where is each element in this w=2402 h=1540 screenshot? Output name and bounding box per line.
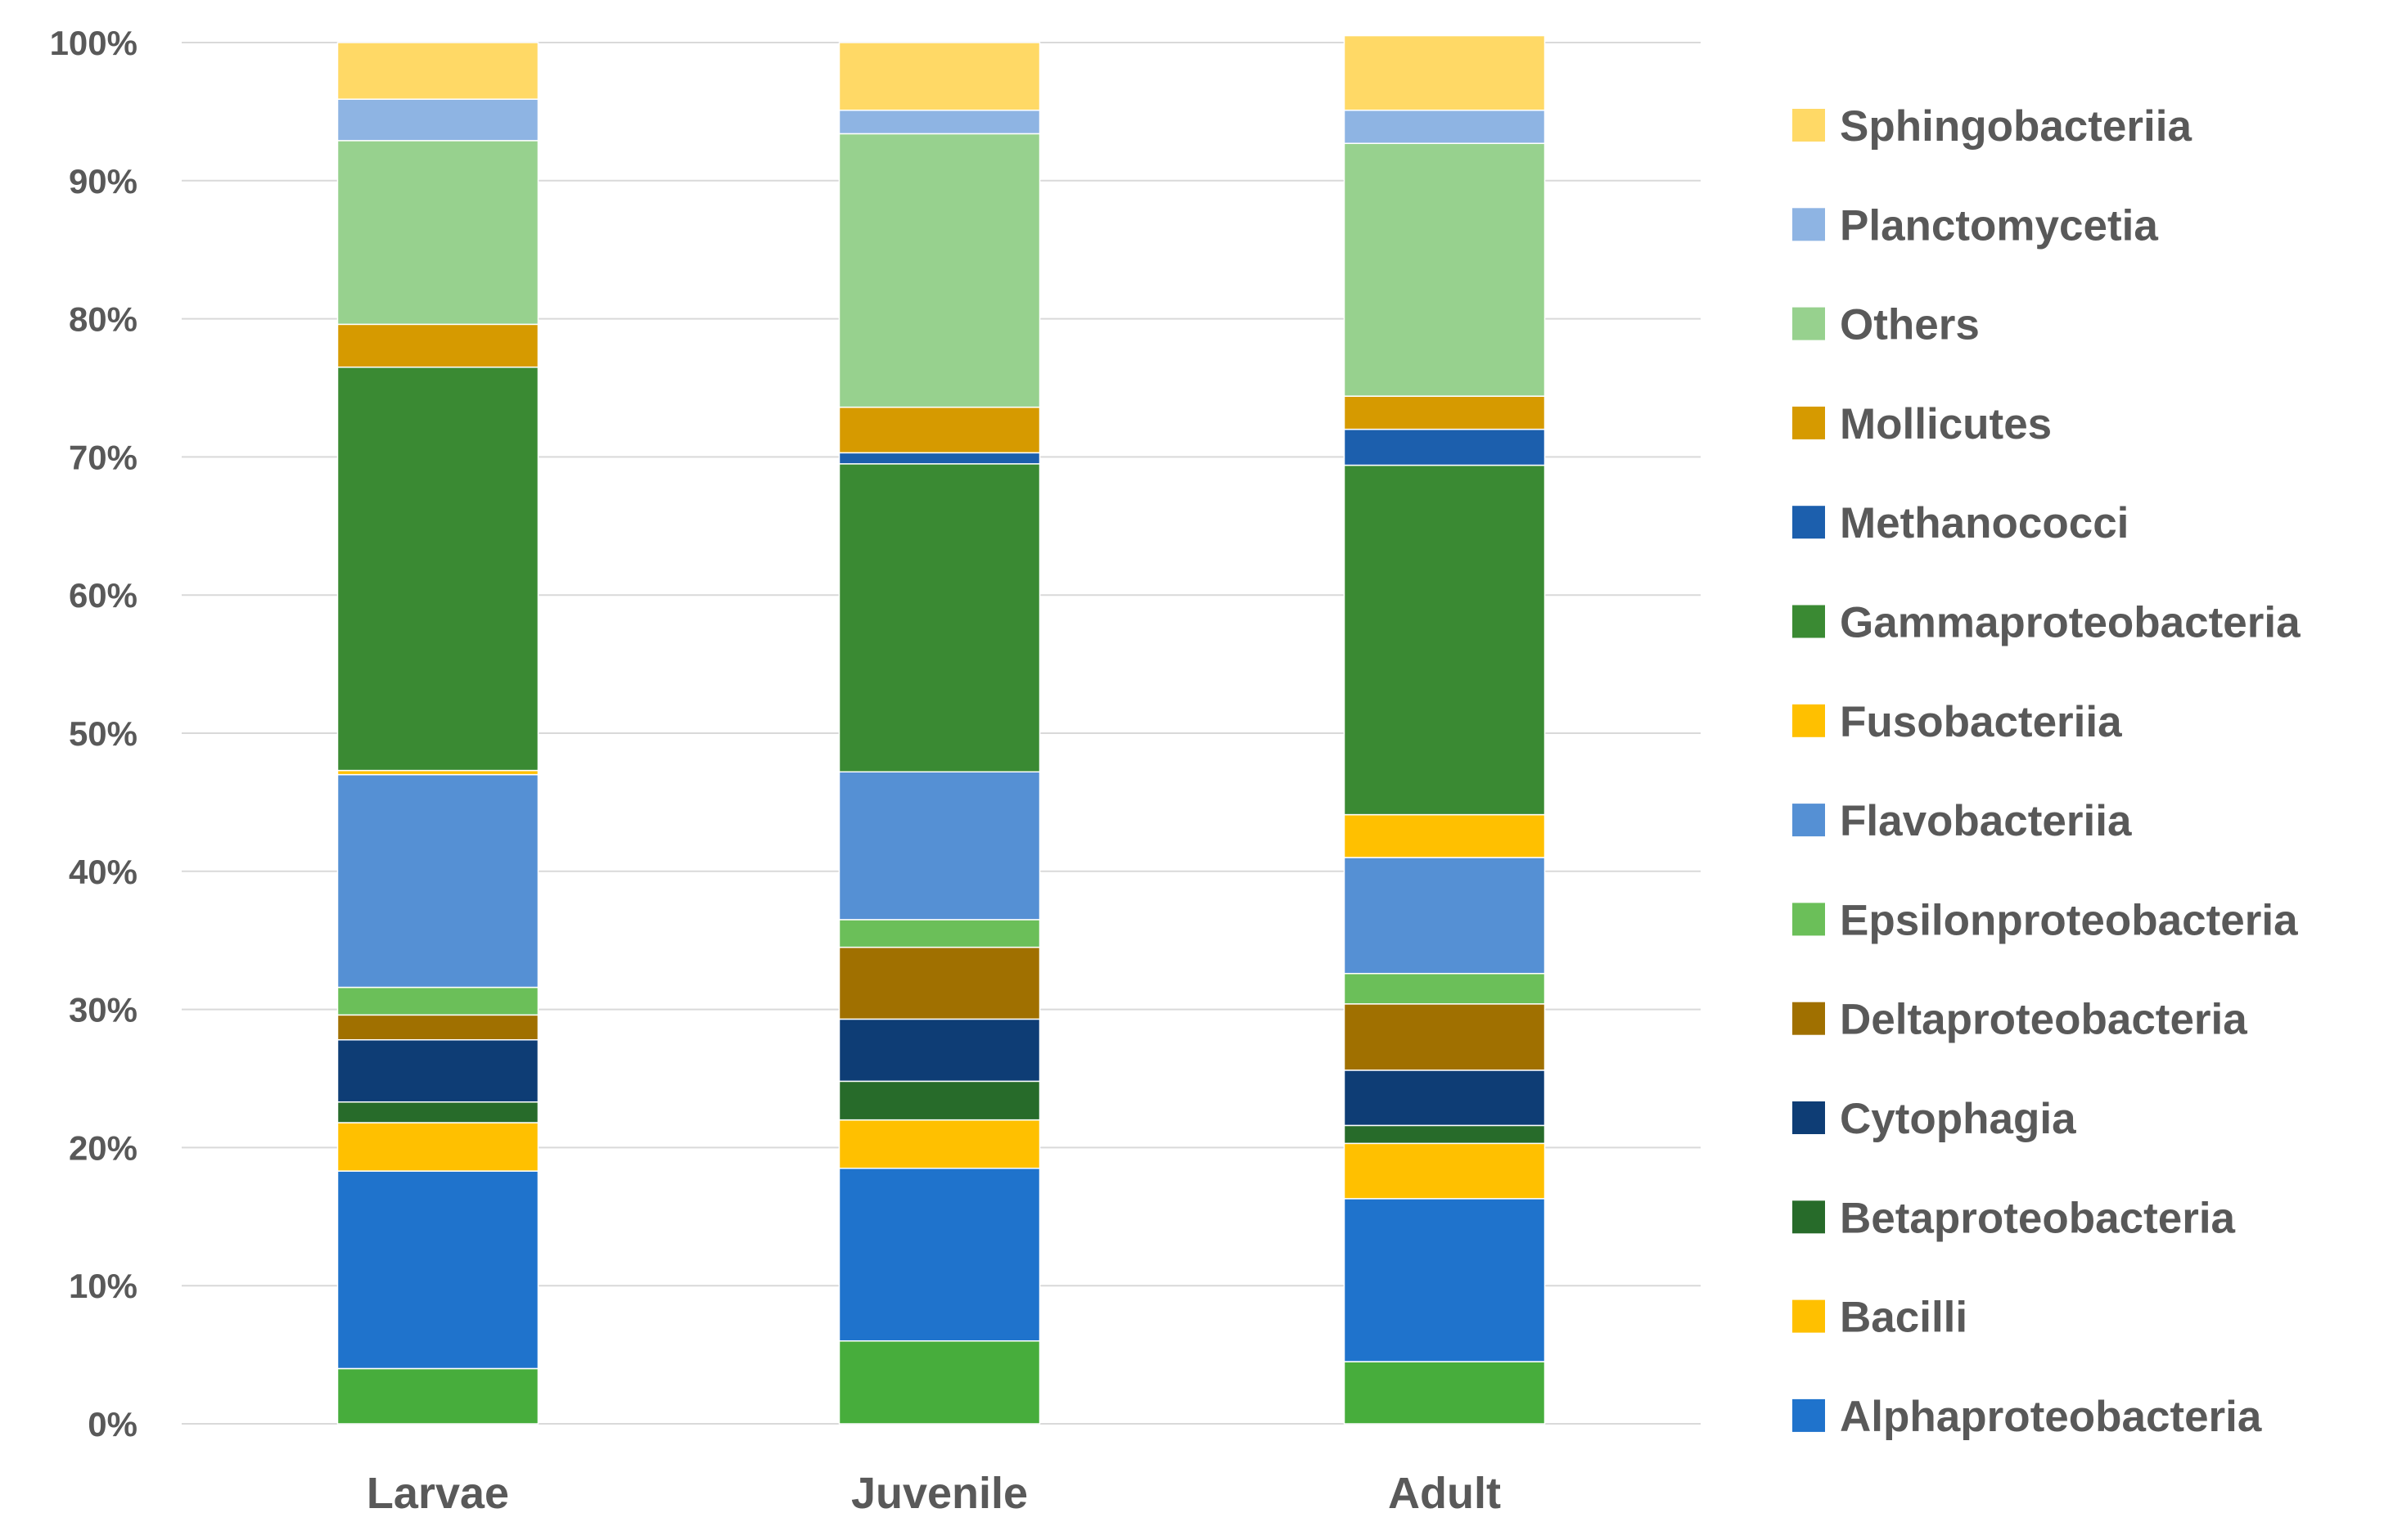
bar-segment xyxy=(336,1122,539,1172)
legend-label: Fusobacteriia xyxy=(1840,698,2122,746)
bar-segment xyxy=(336,1038,539,1103)
bar-segment xyxy=(1343,1198,1546,1362)
legend-swatch xyxy=(1792,406,1825,439)
bar-segment xyxy=(838,109,1041,135)
bar-segment xyxy=(336,986,539,1016)
bar-segment xyxy=(838,1340,1041,1425)
y-axis-tick-labels: 0% 10% 20% 30% 40% 50% 60% 70% 80% 90% 100% xyxy=(50,24,137,1443)
legend-swatch xyxy=(1792,208,1825,241)
legend: Sphingobacteriia Planctomycetia Others Moll… xyxy=(1792,102,2301,1441)
y-tick-label: 40% xyxy=(69,853,137,891)
bar-segment xyxy=(838,1119,1041,1169)
y-tick-label: 0% xyxy=(88,1405,137,1443)
legend-label: Mollicutes xyxy=(1840,400,2052,448)
y-tick-label: 80% xyxy=(69,300,137,339)
bar-segment xyxy=(336,769,539,776)
x-category-label: Adult xyxy=(1388,1469,1501,1518)
legend-label: Flavobacteriia xyxy=(1840,797,2132,845)
legend-swatch xyxy=(1792,704,1825,737)
bars xyxy=(336,34,1546,1425)
y-tick-label: 60% xyxy=(69,576,137,615)
bar-segment xyxy=(1343,1142,1546,1200)
bar-segment xyxy=(838,463,1041,773)
legend-swatch xyxy=(1792,1299,1825,1333)
legend-label: Gammaproteobacteria xyxy=(1840,599,2301,647)
legend-swatch xyxy=(1792,307,1825,340)
bar-segment xyxy=(838,133,1041,408)
legend-swatch xyxy=(1792,1101,1825,1134)
bar-segment xyxy=(1343,1124,1546,1145)
legend-label: Deltaproteobacteria xyxy=(1840,996,2247,1044)
y-tick-label: 100% xyxy=(50,24,137,62)
legend-swatch xyxy=(1792,1398,1825,1432)
bar-segment xyxy=(1343,428,1546,466)
bar-segment xyxy=(838,42,1041,111)
bar-segment xyxy=(336,98,539,142)
bar-segment xyxy=(336,366,539,772)
y-tick-label: 50% xyxy=(69,714,137,753)
legend-label: Planctomycetia xyxy=(1840,201,2158,250)
legend-label: Epsilonproteobacteria xyxy=(1840,896,2298,944)
bar-segment xyxy=(1343,395,1546,430)
legend-label: Others xyxy=(1840,301,1980,349)
bar-segment xyxy=(336,42,539,100)
bar-segment xyxy=(1343,972,1546,1005)
y-tick-label: 90% xyxy=(69,162,137,200)
y-tick-label: 10% xyxy=(69,1267,137,1305)
bar-segment xyxy=(336,323,539,368)
bar-segment xyxy=(838,1167,1041,1342)
bar-segment xyxy=(1343,34,1546,111)
legend-label: Sphingobacteriia xyxy=(1840,102,2192,151)
bar-segment xyxy=(336,1101,539,1123)
bar-segment xyxy=(838,1018,1041,1083)
bar-segment xyxy=(838,1080,1041,1121)
bar-segment xyxy=(1343,142,1546,397)
bar-segment xyxy=(838,919,1041,948)
x-axis-category-labels: Larvae Juvenile Adult xyxy=(367,1469,1501,1518)
legend-swatch xyxy=(1792,109,1825,142)
legend-swatch xyxy=(1792,1200,1825,1234)
bar-segment xyxy=(838,771,1041,921)
bar-segment xyxy=(336,1170,539,1370)
bar-segment xyxy=(336,140,539,326)
bar-segment xyxy=(336,1014,539,1041)
legend-swatch xyxy=(1792,506,1825,539)
legend-label: Cytophagia xyxy=(1840,1095,2076,1143)
legend-swatch xyxy=(1792,1002,1825,1035)
bar-segment xyxy=(1343,1361,1546,1425)
x-category-label: Juvenile xyxy=(851,1469,1028,1518)
bar-segment xyxy=(336,773,539,988)
bar-segment xyxy=(838,452,1041,465)
legend-label: Methanococci xyxy=(1840,499,2129,547)
legend-label: Alphaproteobacteria xyxy=(1840,1393,2262,1441)
y-tick-label: 70% xyxy=(69,438,137,476)
bar-segment xyxy=(1343,464,1546,816)
bar-segment xyxy=(1343,813,1546,858)
bar-segment xyxy=(336,1367,539,1425)
bar-segment xyxy=(1343,1003,1546,1071)
bar-segment xyxy=(1343,109,1546,144)
bar-segment xyxy=(838,406,1041,454)
legend-swatch xyxy=(1792,903,1825,936)
bar-segment xyxy=(838,946,1041,1020)
legend-label: Bacilli xyxy=(1840,1294,1967,1342)
bar-segment xyxy=(1343,1069,1546,1127)
legend-swatch xyxy=(1792,804,1825,837)
y-tick-label: 20% xyxy=(69,1128,137,1167)
bar-segment xyxy=(1343,857,1546,975)
legend-label: Betaproteobacteria xyxy=(1840,1194,2236,1242)
x-category-label: Larvae xyxy=(367,1469,509,1518)
legend-swatch xyxy=(1792,605,1825,638)
y-tick-label: 30% xyxy=(69,991,137,1029)
